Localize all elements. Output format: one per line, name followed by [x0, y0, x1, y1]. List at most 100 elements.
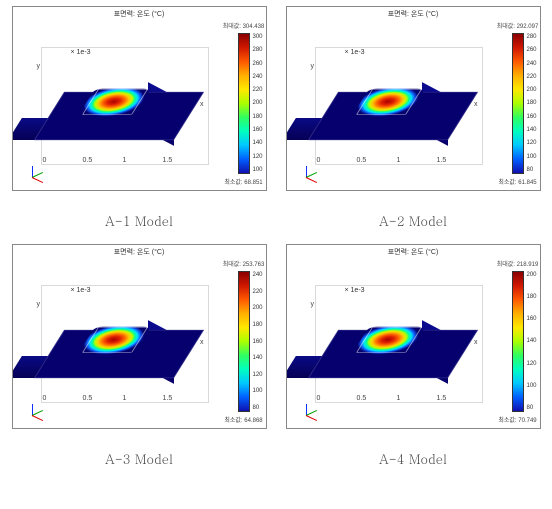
colorbar-gradient: 20018016014012010080	[512, 271, 524, 412]
colorbar-tick: 140	[527, 127, 537, 133]
colorbar-max: 최대값: 304.438	[223, 21, 265, 30]
colorbar-ticks: 20018016014012010080	[527, 272, 537, 411]
model-cell: 표면력: 온도 (°C)× 1e-3xy00.511.5최대값: 253.763…	[6, 244, 272, 468]
colorbar-tick: 120	[253, 154, 263, 160]
colorbar: 최대값: 304.4383002802602402202001801601401…	[222, 19, 266, 190]
colorbar-max: 최대값: 292.097	[497, 21, 539, 30]
axis-y-label: y	[37, 63, 41, 70]
axis-x-label: x	[474, 101, 478, 108]
axis-unit: × 1e-3	[345, 287, 365, 294]
plot-area: × 1e-3xy00.511.5	[13, 257, 222, 428]
colorbar-tick: 140	[527, 338, 537, 344]
panel-body: × 1e-3xy00.511.5최대값: 253.763240220200180…	[13, 257, 266, 428]
axis-tick: 0	[317, 157, 321, 164]
axis-x-label: x	[474, 339, 478, 346]
colorbar-tick: 200	[527, 272, 537, 278]
colorbar-tick: 240	[527, 61, 537, 67]
axis-tick: 0.5	[357, 157, 367, 164]
colorbar-tick: 180	[527, 294, 537, 300]
heatmap-panel: 표면력: 온도 (°C)× 1e-3xy00.511.5최대값: 253.763…	[12, 244, 267, 429]
heatmap-panel: 표면력: 온도 (°C) × 1e-3 x y 0 0.5 1 1.5 최대값: 304.438…	[12, 6, 267, 191]
axis-tick: 1.5	[163, 157, 173, 164]
heatmap-panel: 표면력: 온도 (°C) × 1e-3 x y 0 0.5 1 1.5 최대값: 218.919…	[286, 244, 541, 429]
colorbar-ticks: 28026024022020018016014012010080	[527, 34, 537, 173]
colorbar-max: 최대값: 253.763	[223, 259, 265, 268]
colorbar-tick: 180	[253, 322, 263, 328]
colorbar-tick: 200	[253, 305, 263, 311]
plot-area: × 1e-3 x y 0 0.5 1 1.5	[13, 19, 222, 190]
colorbar-tick: 160	[253, 127, 263, 133]
colorbar-tick: 100	[527, 383, 537, 389]
colorbar-tick: 180	[527, 100, 537, 106]
model-cell: 표면력: 온도 (°C) × 1e-3 x y 0 0.5 1 1.5 최대값: 218.919…	[280, 244, 546, 468]
colorbar: 최대값: 292.097 2802602402202001801601401201…	[496, 19, 540, 190]
colorbar-max: 최대값: 218.919	[497, 259, 539, 268]
axis-tick: 0.5	[357, 395, 367, 402]
colorbar-tick: 220	[253, 87, 263, 93]
axis-triad-icon	[297, 398, 317, 418]
heatmap-panel: 표면력: 온도 (°C) × 1e-3 x y 0 0.5 1 1.5 최대값: 292.097…	[286, 6, 541, 191]
colorbar-tick: 80	[527, 405, 537, 411]
colorbar-tick: 140	[253, 355, 263, 361]
axis-tick: 1	[123, 157, 127, 164]
axis-y-label: y	[311, 63, 315, 70]
axis-tick: 1	[397, 395, 401, 402]
model-caption: A-4 Model	[379, 449, 447, 468]
plot-area: × 1e-3 x y 0 0.5 1 1.5	[287, 19, 496, 190]
colorbar-tick: 260	[527, 47, 537, 53]
axis-x-label: x	[200, 101, 204, 108]
panel-title: 표면력: 온도 (°C)	[287, 245, 540, 257]
model-cell: 표면력: 온도 (°C) × 1e-3 x y 0 0.5 1 1.5 최대값: 292.097…	[280, 6, 546, 230]
axis-tick: 0.5	[83, 157, 93, 164]
colorbar-tick: 120	[527, 140, 537, 146]
colorbar-ticks: 24022020018016014012010080	[253, 272, 263, 411]
model-cell: 표면력: 온도 (°C) × 1e-3 x y 0 0.5 1 1.5 최대값: 304.438…	[6, 6, 272, 230]
colorbar-tick: 300	[253, 34, 263, 40]
axis-tick: 1.5	[437, 157, 447, 164]
axis-unit: × 1e-3	[345, 49, 365, 56]
model-caption: A-2 Model	[379, 211, 447, 230]
colorbar-ticks: 300280260240220200180160140120100	[253, 34, 263, 173]
panel-body: × 1e-3 x y 0 0.5 1 1.5 최대값: 218.919 200180160140…	[287, 257, 540, 428]
colorbar-tick: 180	[253, 114, 263, 120]
axis-tick: 1	[123, 395, 127, 402]
colorbar-tick: 100	[253, 388, 263, 394]
model-caption: A-1 Model	[105, 211, 173, 230]
colorbar-tick: 120	[527, 361, 537, 367]
colorbar-tick: 280	[527, 34, 537, 40]
colorbar-tick: 100	[253, 167, 263, 173]
axis-tick: 0	[43, 395, 47, 402]
plot-area: × 1e-3 x y 0 0.5 1 1.5	[287, 257, 496, 428]
colorbar-min: 최소값: 70.749	[498, 415, 536, 424]
axis-tick: 0	[43, 157, 47, 164]
axis-tick: 0	[317, 395, 321, 402]
colorbar-tick: 280	[253, 47, 263, 53]
colorbar-tick: 220	[253, 289, 263, 295]
axis-unit: × 1e-3	[71, 287, 91, 294]
colorbar-tick: 120	[253, 372, 263, 378]
axis-triad-icon	[297, 160, 317, 180]
axis-tick: 1	[397, 157, 401, 164]
colorbar-gradient: 28026024022020018016014012010080	[512, 33, 524, 174]
colorbar-tick: 80	[253, 405, 263, 411]
model-caption: A-3 Model	[105, 449, 173, 468]
colorbar-tick: 100	[527, 154, 537, 160]
colorbar-tick: 260	[253, 61, 263, 67]
axis-triad-icon	[23, 398, 43, 418]
colorbar-tick: 160	[253, 339, 263, 345]
colorbar: 최대값: 218.919 20018016014012010080 최소값: 70.…	[496, 257, 540, 428]
panel-body: × 1e-3 x y 0 0.5 1 1.5 최대값: 292.097 280260240220…	[287, 19, 540, 190]
axis-y-label: y	[311, 301, 315, 308]
axis-tick: 1.5	[437, 395, 447, 402]
axis-tick: 1.5	[163, 395, 173, 402]
colorbar-tick: 140	[253, 140, 263, 146]
colorbar-min: 최소값: 68.851	[224, 177, 262, 186]
colorbar-gradient: 24022020018016014012010080	[238, 271, 250, 412]
axis-unit: × 1e-3	[71, 49, 91, 56]
colorbar-tick: 200	[527, 87, 537, 93]
panel-title: 표면력: 온도 (°C)	[287, 7, 540, 19]
panel-title: 표면력: 온도 (°C)	[13, 7, 266, 19]
axis-triad-icon	[23, 160, 43, 180]
panel-title: 표면력: 온도 (°C)	[13, 245, 266, 257]
colorbar-min: 최소값: 61.845	[498, 177, 536, 186]
